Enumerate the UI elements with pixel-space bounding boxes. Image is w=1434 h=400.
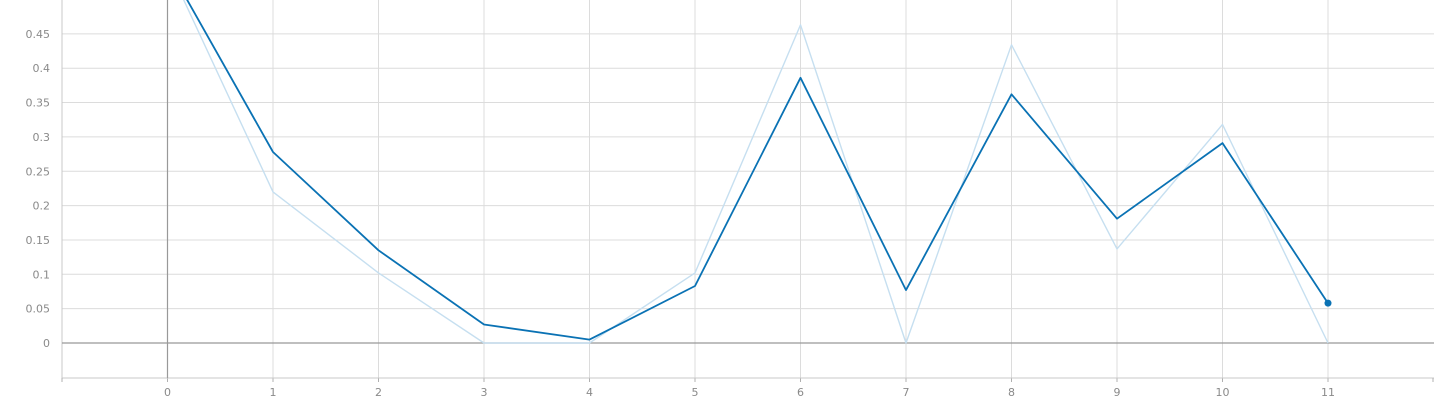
end-point-marker (1324, 299, 1332, 307)
grid (62, 0, 1434, 378)
y-tick-label: 0.35 (26, 97, 51, 110)
smoothed-series-line (186, 0, 1329, 341)
x-tick-label: 11 (1321, 386, 1335, 399)
y-tick-label: 0.1 (33, 268, 51, 281)
x-tick-label: 9 (1114, 386, 1121, 399)
x-tick-label: 4 (586, 386, 593, 399)
y-tick-label: 0.4 (33, 62, 51, 75)
x-tick-label: 6 (797, 386, 804, 399)
axes (61, 0, 1434, 382)
series-layer (182, 0, 1332, 344)
y-tick-label: 0 (43, 337, 50, 350)
raw-series-line (182, 0, 1329, 344)
x-tick-label: 1 (270, 386, 277, 399)
x-tick-label: 0 (164, 386, 171, 399)
tick-labels: 0 0.05 0.1 0.15 0.2 0.25 0.3 0.35 0.4 0.45 0 1 2 3 4 5 6… (26, 28, 1336, 399)
x-tick-label: 8 (1008, 386, 1015, 399)
x-tick-label: 2 (375, 386, 382, 399)
y-tick-label: 0.15 (26, 234, 51, 247)
x-tick-label: 7 (903, 386, 910, 399)
y-tick-label: 0.45 (26, 28, 51, 41)
y-tick-label: 0.3 (33, 131, 51, 144)
y-tick-label: 0.25 (26, 165, 51, 178)
x-tick-label: 10 (1216, 386, 1230, 399)
y-tick-label: 0.2 (33, 200, 51, 213)
x-tick-label: 3 (481, 386, 488, 399)
x-tick-label: 5 (692, 386, 699, 399)
y-tick-label: 0.05 (26, 303, 51, 316)
